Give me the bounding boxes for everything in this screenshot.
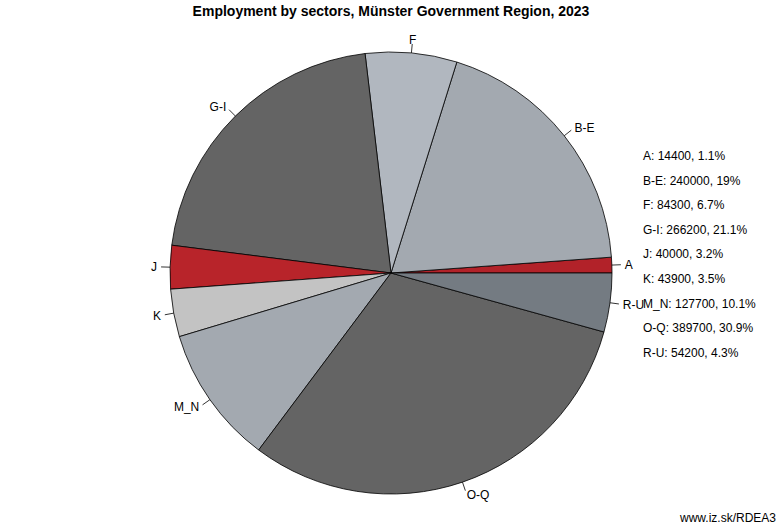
slice-label: M_N: [174, 400, 199, 414]
slice-label: O-Q: [467, 488, 490, 502]
leader-line: [612, 264, 621, 265]
leader-line: [165, 313, 174, 315]
legend-entry: O-Q: 389700, 30.9%: [643, 321, 753, 335]
legend-entry: K: 43900, 3.5%: [643, 272, 725, 286]
legend-entry: M_N: 127700, 10.1%: [643, 297, 756, 311]
leader-line: [564, 130, 571, 136]
legend-entry: A: 14400, 1.1%: [643, 149, 725, 163]
legend-entry: F: 84300, 6.7%: [643, 198, 725, 212]
legend-entry: R-U: 54200, 4.3%: [643, 346, 739, 360]
slice-label: K: [153, 309, 161, 323]
slice-label: R-U: [623, 298, 644, 312]
slice-label: F: [409, 33, 416, 47]
slice-label: J: [151, 260, 157, 274]
legend: A: 14400, 1.1% B-E: 240000, 19% F: 84300, …: [643, 149, 756, 360]
slice: [391, 273, 612, 332]
chart: Employment by sectors, Münster Governmen…: [0, 0, 782, 532]
slice-label: G-I: [210, 100, 227, 114]
slice-label: B-E: [574, 121, 594, 135]
legend-entry: J: 40000, 3.2%: [643, 247, 723, 261]
legend-entry: B-E: 240000, 19%: [643, 174, 741, 188]
legend-entry: G-I: 266200, 21.1%: [643, 223, 747, 237]
caption: www.iz.sk/RDEA3: [679, 511, 776, 525]
leader-line: [203, 400, 210, 405]
leader-line: [610, 303, 619, 304]
slice: [172, 54, 391, 273]
slice-label: A: [625, 258, 633, 272]
leader-line: [229, 110, 235, 116]
pie: A B-E F G-I J K M_N O-Q R-U: [151, 33, 644, 501]
leader-line: [462, 482, 465, 491]
leader-line: [161, 266, 170, 267]
title: Employment by sectors, Münster Governmen…: [193, 3, 590, 19]
